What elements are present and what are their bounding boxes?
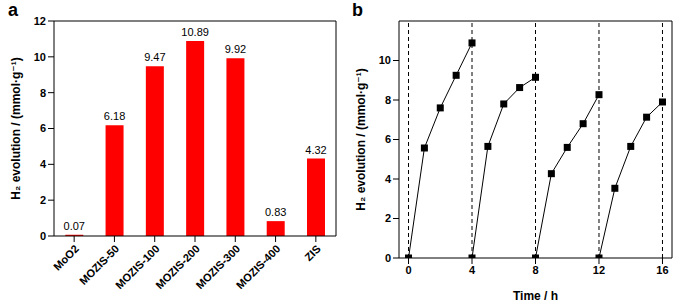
svg-text:4: 4 (385, 173, 392, 185)
svg-text:6: 6 (385, 133, 391, 145)
svg-text:9.92: 9.92 (225, 43, 246, 55)
html-text:b: b (352, 0, 363, 20)
svg-text:H₂ evolution / (mmol·g⁻¹): H₂ evolution / (mmol·g⁻¹) (354, 68, 368, 210)
svg-text:0: 0 (405, 264, 411, 276)
svg-text:4: 4 (469, 264, 476, 276)
html-text:a: a (8, 0, 18, 20)
svg-text:ZIS: ZIS (302, 242, 323, 263)
svg-text:0: 0 (40, 230, 46, 242)
svg-text:8: 8 (532, 264, 538, 276)
svg-text:6.18: 6.18 (104, 110, 125, 122)
svg-text:9.47: 9.47 (144, 51, 165, 63)
svg-text:12: 12 (593, 264, 605, 276)
svg-text:8: 8 (40, 87, 46, 99)
svg-text:4.32: 4.32 (305, 144, 326, 156)
svg-text:MOZIS-100: MOZIS-100 (113, 242, 162, 292)
svg-text:16: 16 (656, 264, 668, 276)
svg-text:2: 2 (385, 212, 391, 224)
svg-text:4: 4 (40, 158, 47, 170)
svg-text:Time / h: Time / h (513, 289, 558, 302)
svg-text:MOZIS-400: MOZIS-400 (234, 242, 283, 291)
svg-text:10: 10 (379, 54, 391, 66)
svg-text:MoO2: MoO2 (51, 242, 81, 272)
svg-text:2: 2 (40, 194, 46, 206)
svg-text:MOZIS-200: MOZIS-200 (153, 242, 202, 292)
svg-text:8: 8 (385, 94, 391, 106)
svg-text:H₂ evolution / (mmol·g⁻¹): H₂ evolution / (mmol·g⁻¹) (9, 57, 23, 199)
svg-text:10.89: 10.89 (181, 26, 209, 38)
svg-text:0.83: 0.83 (265, 206, 286, 218)
svg-text:10: 10 (34, 51, 46, 63)
svg-text:MOZIS-300: MOZIS-300 (193, 242, 243, 292)
svg-text:12: 12 (34, 15, 46, 27)
svg-text:0.07: 0.07 (64, 220, 85, 232)
svg-text:0: 0 (385, 252, 391, 264)
svg-text:6: 6 (40, 122, 46, 134)
svg-text:MOZIS-50: MOZIS-50 (77, 242, 122, 287)
